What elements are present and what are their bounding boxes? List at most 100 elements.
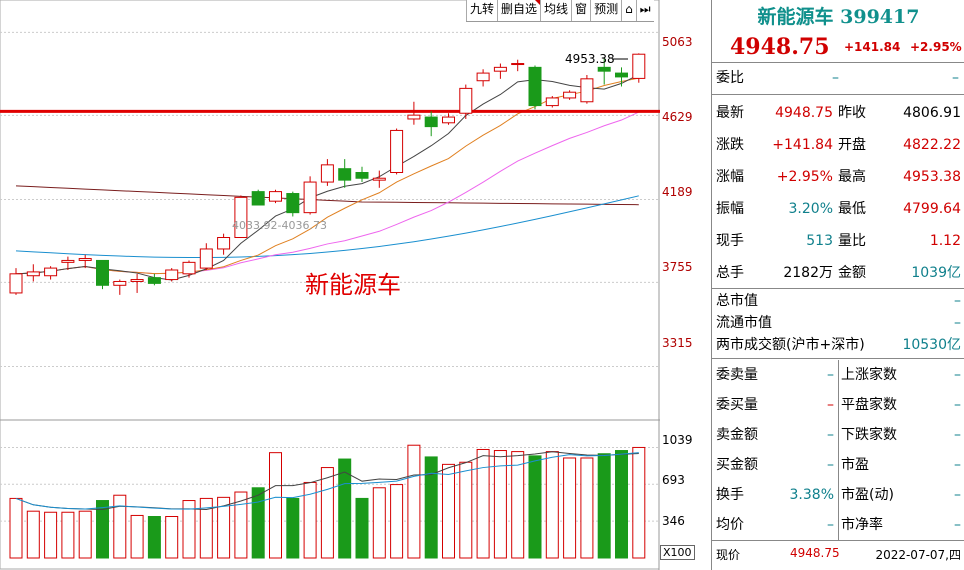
moving-average-button[interactable]: 均线: [540, 0, 571, 21]
candle-body: [545, 97, 559, 107]
candle-body: [113, 280, 127, 286]
book-row: 均价 – 市净率 –: [712, 510, 964, 540]
stat-value: +141.84: [772, 137, 833, 153]
book-value: 3.38%: [789, 487, 834, 503]
weibi-label: 委比: [716, 70, 744, 86]
stat-label: 涨跌: [716, 137, 744, 153]
stat-label: 涨幅: [716, 169, 744, 185]
candle-body: [251, 191, 265, 206]
volume-bar: [61, 511, 75, 559]
ma60-line: [15, 185, 639, 206]
candle-body: [597, 66, 611, 72]
window-button[interactable]: 窗: [571, 0, 590, 21]
stat-value: +2.95%: [776, 169, 833, 185]
book-row: 委买量 – 平盘家数 –: [712, 390, 964, 420]
stat-label: 量比: [838, 233, 866, 249]
price-axis-label: 5063: [662, 35, 693, 49]
volume-bar: [563, 457, 577, 559]
price-change: +141.84: [844, 40, 901, 54]
high-price-label: 4953.38: [565, 52, 615, 66]
volume-axis-label: 693: [662, 473, 685, 487]
remove-watchlist-button[interactable]: 删自选: [497, 0, 541, 21]
price-axis-label: 4189: [662, 185, 693, 199]
footer-price: 4948.75: [790, 546, 840, 560]
volume-bar: [44, 511, 58, 559]
book-row: 卖金额 – 下跌家数 –: [712, 420, 964, 450]
book-label: 均价: [716, 517, 744, 533]
volume-bar: [580, 457, 594, 559]
candle-body: [320, 164, 334, 183]
volume-bar: [528, 455, 542, 559]
stat-value: 1039亿: [911, 265, 961, 281]
candle-body: [372, 177, 386, 181]
volume-bar: [390, 484, 404, 559]
volume-bar: [147, 516, 161, 559]
stat-value: 4822.22: [903, 137, 961, 153]
volume-bar: [545, 451, 559, 559]
volume-bar: [182, 500, 196, 559]
cap-label: 总市值: [716, 293, 758, 309]
volume-axis-label: 346: [662, 514, 685, 528]
volume-bar: [96, 500, 109, 559]
stat-row: 振幅 3.20% 最低 4799.64: [712, 193, 964, 225]
candle-body: [580, 78, 594, 103]
volume-bar: [78, 510, 92, 559]
book-value: –: [954, 397, 961, 413]
book-label: 买金额: [716, 457, 758, 473]
volume-bar: [269, 452, 282, 559]
stat-label: 最新: [716, 105, 744, 121]
volume-bar: [459, 461, 473, 559]
volume-bar: [407, 444, 421, 559]
candle-body: [528, 66, 542, 107]
candle-body: [286, 193, 300, 214]
gap-range-label: 4033.92-4036.73: [232, 219, 327, 232]
volume-bar: [251, 487, 265, 559]
kline-chart[interactable]: 新能源车 4953.38 4033.92-4036.73: [0, 0, 660, 570]
stat-label: 现手: [716, 233, 744, 249]
book-label: 平盘家数: [841, 397, 897, 413]
volume-bar: [217, 496, 231, 559]
volume-bar: [355, 497, 369, 559]
volume-bar: [9, 497, 23, 559]
volume-ma10-line: [15, 452, 639, 510]
skip-end-icon[interactable]: ⏭: [635, 0, 654, 21]
divider: [712, 94, 964, 95]
cap-label: 两市成交额(沪市+深市): [716, 337, 865, 353]
stat-value: 513: [806, 233, 833, 249]
home-icon[interactable]: ⌂: [621, 0, 636, 21]
ma120-line: [15, 195, 639, 259]
divider: [712, 62, 964, 63]
stat-value: 4953.38: [903, 169, 961, 185]
candle-body: [511, 63, 525, 66]
candle-body: [442, 116, 455, 124]
stat-label: 开盘: [838, 137, 866, 153]
forecast-button[interactable]: 预测: [590, 0, 621, 21]
volume-bar: [320, 467, 334, 559]
cap-value: –: [954, 315, 961, 331]
jiuzhuan-button[interactable]: 九转: [466, 0, 497, 21]
stat-row: 最新 4948.75 昨收 4806.91: [712, 97, 964, 129]
book-label: 市盈(动): [841, 487, 894, 503]
volume-bar: [442, 463, 455, 559]
kline-chart-area[interactable]: 新能源车 4953.38 4033.92-4036.73: [0, 0, 660, 570]
book-row: 委卖量 – 上涨家数 –: [712, 360, 964, 390]
stat-row: 涨幅 +2.95% 最高 4953.38: [712, 161, 964, 193]
book-value: –: [954, 367, 961, 383]
book-value: –: [827, 367, 834, 383]
volume-axis-label: 1039: [662, 433, 693, 447]
stat-label: 最高: [838, 169, 866, 185]
footer-row: 现价 4948.75 2022-07-07,四: [712, 540, 964, 568]
candle-body: [269, 191, 282, 202]
book-label: 下跌家数: [841, 427, 897, 443]
divider: [712, 288, 964, 289]
ma20-line: [15, 111, 640, 275]
stat-label: 昨收: [838, 105, 866, 121]
stat-value: 1.12: [929, 233, 961, 249]
stat-label: 金额: [838, 265, 866, 281]
candle-body: [9, 273, 23, 294]
candle-body: [493, 66, 507, 72]
candle-body: [44, 267, 58, 277]
dropdown-corner-icon: [535, 0, 541, 5]
stat-row: 总手 2182万 金额 1039亿: [712, 257, 964, 289]
chart-watermark: 新能源车: [305, 271, 401, 299]
